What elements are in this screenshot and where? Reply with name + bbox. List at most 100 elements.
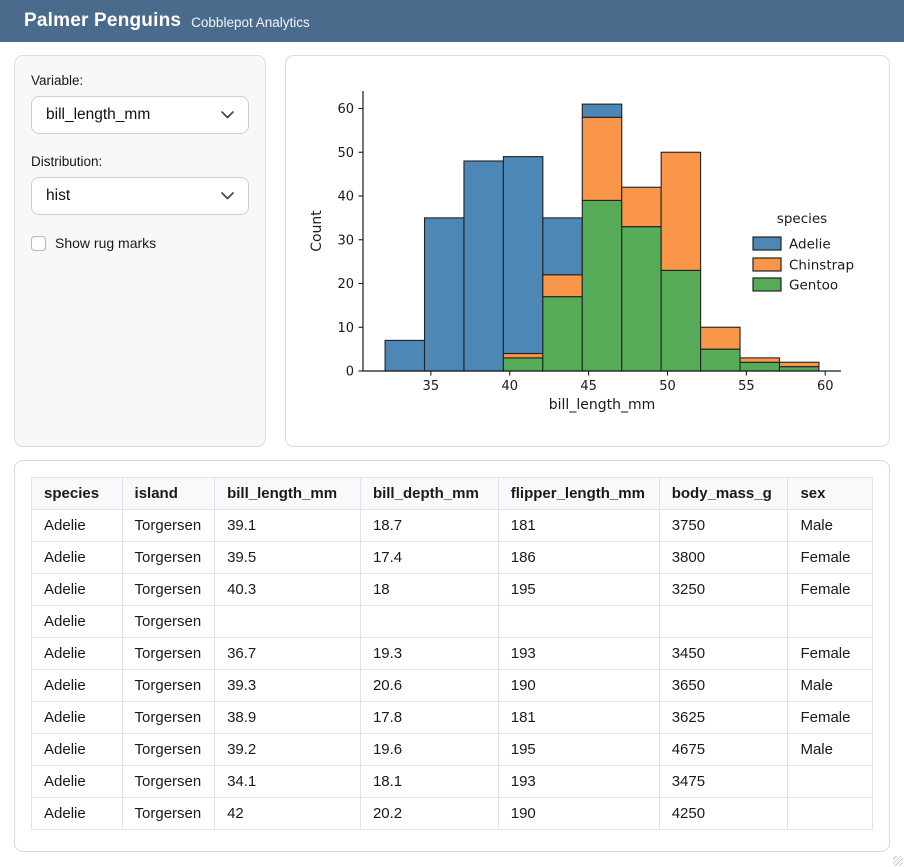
table-cell: 190 (497, 797, 660, 830)
table-cell: Adelie (31, 669, 123, 702)
table-row: Adelie Torgersen 39.2 19.6 195 4675 Male (31, 733, 873, 766)
column-header: sex (787, 477, 873, 510)
table-row: Adelie Torgersen 38.9 17.8 181 3625 Female (31, 701, 873, 734)
histogram-bar-segment (660, 151, 702, 271)
distribution-label: Distribution: (31, 154, 103, 169)
table-row: Adelie Torgersen 34.1 18.1 193 3475 (31, 765, 873, 798)
svg-text:35: 35 (423, 379, 440, 394)
histogram-bar-segment (463, 160, 504, 372)
table-header-row: species island bill_length_mm bill_depth_mm… (31, 477, 873, 510)
svg-text:50: 50 (659, 379, 676, 394)
table-cell: 195 (497, 573, 660, 606)
table-cell: 18.7 (359, 509, 499, 542)
svg-text:40: 40 (337, 190, 354, 205)
table-cell: Adelie (31, 541, 123, 574)
svg-text:40: 40 (501, 379, 518, 394)
table-row: Adelie Torgersen 39.3 20.6 190 3650 Male (31, 669, 873, 702)
main-content: Variable: bill_length_mm Distribution: h… (0, 42, 904, 852)
table-cell: 193 (497, 765, 660, 798)
svg-text:10: 10 (337, 321, 354, 336)
histogram-bar-segment (621, 186, 662, 228)
app-header: Palmer Penguins Cobblepot Analytics (0, 0, 904, 42)
table-row: Adelie Torgersen (31, 605, 873, 638)
page-subtitle: Cobblepot Analytics (191, 14, 310, 30)
legend-swatch (752, 257, 782, 272)
table-cell (787, 765, 873, 798)
histogram-bar-segment (778, 366, 820, 372)
table-cell: 39.5 (214, 541, 361, 574)
penguin-table-head: species island bill_length_mm bill_depth_mm… (31, 477, 873, 510)
table-cell: Male (787, 733, 873, 766)
column-header: island (121, 477, 216, 510)
table-cell: 186 (497, 541, 660, 574)
histogram-bar-segment (700, 348, 741, 372)
table-cell: 190 (497, 669, 660, 702)
svg-text:0: 0 (346, 365, 354, 380)
table-cell: Torgersen (121, 605, 216, 638)
histogram-bar-segment (700, 326, 741, 350)
table-cell (658, 605, 789, 638)
column-header: species (31, 477, 123, 510)
table-row: Adelie Torgersen 42 20.2 190 4250 (31, 797, 873, 830)
table-cell: Male (787, 509, 873, 542)
table-cell: Female (787, 541, 873, 574)
table-cell: 4675 (658, 733, 789, 766)
svg-text:45: 45 (580, 379, 597, 394)
table-cell: 39.2 (214, 733, 361, 766)
table-cell: Adelie (31, 573, 123, 606)
histogram-bar-segment (621, 226, 662, 372)
column-header: bill_length_mm (214, 477, 361, 510)
column-header: body_mass_g (658, 477, 789, 510)
table-cell: Female (787, 573, 873, 606)
histogram-bar-segment (660, 269, 702, 372)
table-cell: 38.9 (214, 701, 361, 734)
variable-select[interactable]: bill_length_mm (31, 96, 249, 134)
histogram-bar-segment (502, 352, 544, 359)
table-cell: 193 (497, 637, 660, 670)
column-header: bill_depth_mm (359, 477, 499, 510)
table-cell: Adelie (31, 509, 123, 542)
table-cell: 195 (497, 733, 660, 766)
table-cell: Torgersen (121, 733, 216, 766)
table-cell: 19.3 (359, 637, 499, 670)
table-cell: 3800 (658, 541, 789, 574)
table-cell: 39.3 (214, 669, 361, 702)
table-cell: Adelie (31, 605, 123, 638)
table-cell: Adelie (31, 765, 123, 798)
svg-text:60: 60 (337, 102, 354, 117)
table-cell: Female (787, 637, 873, 670)
table-cell: 20.6 (359, 669, 499, 702)
table-cell (787, 797, 873, 830)
histogram-plot: 35 40 45 50 55 60 0 10 20 30 40 50 60 bill_length_mm C… (285, 55, 890, 447)
table-cell: 3250 (658, 573, 789, 606)
table-cell: Torgersen (121, 669, 216, 702)
histogram-bar-segment (542, 274, 583, 298)
table-cell: Adelie (31, 637, 123, 670)
table-cell: 39.1 (214, 509, 361, 542)
distribution-select[interactable]: hist (31, 177, 249, 215)
rug-checkbox-row: Show rug marks (31, 235, 249, 251)
table-row: Adelie Torgersen 40.3 18 195 3250 Female (31, 573, 873, 606)
chevron-down-icon (221, 111, 234, 119)
table-cell: 17.8 (359, 701, 499, 734)
table-cell: 36.7 (214, 637, 361, 670)
table-cell: 3650 (658, 669, 789, 702)
table-cell: 18 (359, 573, 499, 606)
table-cell: 3625 (658, 701, 789, 734)
histogram-bar-segment (739, 357, 781, 363)
page-title: Palmer Penguins (24, 10, 182, 31)
distribution-select-value: hist (46, 187, 71, 204)
rug-checkbox[interactable] (31, 235, 46, 251)
sidebar: Variable: bill_length_mm Distribution: h… (14, 55, 266, 447)
table-cell: Adelie (31, 701, 123, 734)
svg-text:20: 20 (337, 277, 354, 292)
table-cell: 20.2 (359, 797, 499, 830)
table-cell (787, 605, 873, 638)
histogram-bar-segment (423, 217, 465, 372)
histogram-bar-segment (581, 116, 623, 201)
legend-swatch (752, 277, 782, 292)
resize-grip-icon[interactable] (893, 856, 903, 866)
histogram-bar-segment (739, 361, 781, 372)
data-table-card: species island bill_length_mm bill_depth_mm… (14, 460, 890, 852)
histogram-bar-segment (384, 339, 426, 372)
